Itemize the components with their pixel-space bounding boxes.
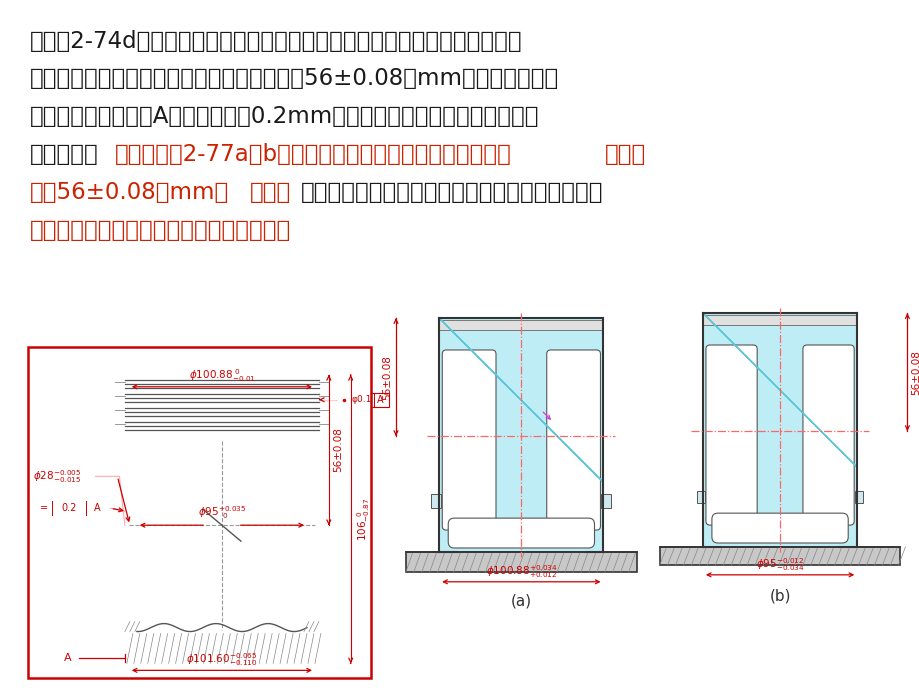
- Text: $\phi$101.60$^{-0.065}_{-0.110}$: $\phi$101.60$^{-0.065}_{-0.110}$: [186, 651, 257, 669]
- Text: 106$^{\ \ 0}_{-0.87}$: 106$^{\ \ 0}_{-0.87}$: [355, 497, 371, 541]
- Text: 尺寸、活塞销孔轴线至活塞顶面的工序尺寸（56±0.08）mm和活塞销孔轴线: 尺寸、活塞销孔轴线至活塞顶面的工序尺寸（56±0.08）mm和活塞销孔轴线: [29, 68, 559, 90]
- Text: 56±0.08: 56±0.08: [911, 350, 919, 395]
- Bar: [431, 494, 441, 508]
- Text: 0.2: 0.2: [61, 503, 76, 513]
- Text: 对称度: 对称度: [249, 181, 290, 204]
- Text: 56±0.08: 56±0.08: [333, 428, 343, 473]
- Bar: [125, 633, 319, 663]
- Bar: [659, 547, 900, 565]
- Bar: [438, 320, 603, 330]
- Text: 对活塞裙部外圆轴线A的对称度公差0.2mm（假设内止口与活塞裙部同轴度误: 对活塞裙部外圆轴线A的对称度公差0.2mm（假设内止口与活塞裙部同轴度误: [29, 105, 539, 128]
- Text: A: A: [377, 395, 383, 405]
- Text: 工序尺: 工序尺: [605, 143, 645, 166]
- Bar: [125, 375, 319, 437]
- Text: 56±0.08: 56±0.08: [381, 355, 391, 400]
- Text: 二、图2-74d所示为活塞图样及主要设计尺寸。现欲精镗活塞销孔，保证销孔: 二、图2-74d所示为活塞图样及主要设计尺寸。现欲精镗活塞销孔，保证销孔: [29, 30, 522, 52]
- Bar: [125, 618, 140, 631]
- Text: $\phi$28$^{-0.005}_{-0.015}$: $\phi$28$^{-0.005}_{-0.015}$: [33, 468, 81, 485]
- Bar: [697, 491, 704, 503]
- Bar: [702, 315, 857, 325]
- Text: =: =: [40, 503, 48, 513]
- FancyBboxPatch shape: [711, 513, 847, 543]
- Bar: [336, 393, 388, 406]
- Bar: [438, 318, 603, 552]
- Text: 如果采用图2-77a、b所示的两种定位方案定位，试分析计算: 如果采用图2-77a、b所示的两种定位方案定位，试分析计算: [114, 143, 511, 166]
- Text: (a): (a): [510, 593, 531, 609]
- FancyBboxPatch shape: [442, 350, 495, 530]
- Text: φ0.1: φ0.1: [351, 395, 371, 404]
- Bar: [601, 494, 611, 508]
- Bar: [855, 491, 862, 503]
- Text: 的定位误差，并指出能否可靠保证加工要求。如果: 的定位误差，并指出能否可靠保证加工要求。如果: [301, 181, 602, 204]
- Bar: [28, 347, 370, 678]
- FancyBboxPatch shape: [448, 518, 594, 548]
- Text: $\phi$95$^{+0.035}_{\ \ 0}$: $\phi$95$^{+0.035}_{\ \ 0}$: [198, 504, 245, 521]
- Bar: [303, 618, 319, 631]
- Bar: [36, 501, 110, 515]
- Text: (b): (b): [768, 589, 790, 604]
- Text: 不能可靠保证加工要求，试提出解决措施。: 不能可靠保证加工要求，试提出解决措施。: [29, 219, 290, 241]
- Bar: [405, 552, 636, 572]
- FancyBboxPatch shape: [546, 350, 600, 530]
- Text: A: A: [94, 503, 101, 513]
- Bar: [702, 313, 857, 547]
- Text: A: A: [63, 653, 72, 663]
- Text: $\phi$100.88$^{+0.034}_{+0.012}$: $\phi$100.88$^{+0.034}_{+0.012}$: [485, 563, 557, 580]
- Text: 寸（56±0.08）mm和: 寸（56±0.08）mm和: [29, 181, 229, 204]
- Text: 差为零）。: 差为零）。: [29, 143, 98, 166]
- Text: $\phi$100.88$^{\ 0}_{-0.01}$: $\phi$100.88$^{\ 0}_{-0.01}$: [188, 367, 255, 384]
- FancyBboxPatch shape: [802, 345, 853, 525]
- Circle shape: [57, 647, 78, 669]
- FancyBboxPatch shape: [705, 345, 756, 525]
- Bar: [125, 437, 319, 633]
- Text: $\phi$95$^{-0.012}_{-0.034}$: $\phi$95$^{-0.012}_{-0.034}$: [754, 556, 803, 573]
- Circle shape: [197, 500, 246, 550]
- Circle shape: [337, 393, 350, 406]
